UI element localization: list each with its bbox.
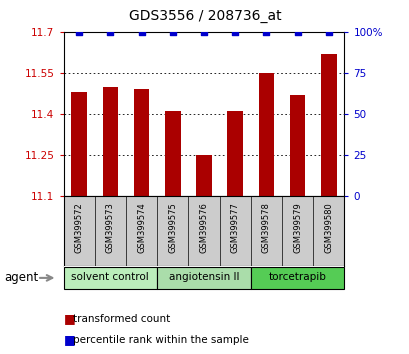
Bar: [258, 73, 274, 196]
Point: [231, 29, 238, 35]
Point: [294, 29, 300, 35]
Text: GSM399580: GSM399580: [324, 202, 333, 253]
Text: transformed count: transformed count: [73, 314, 170, 324]
Bar: [164, 112, 180, 196]
Bar: [227, 112, 243, 196]
FancyBboxPatch shape: [63, 267, 157, 289]
Point: [263, 29, 269, 35]
Text: agent: agent: [4, 272, 38, 284]
Point: [138, 29, 144, 35]
Text: GSM399579: GSM399579: [292, 202, 301, 253]
Point: [169, 29, 175, 35]
Bar: [71, 92, 87, 196]
Text: GDS3556 / 208736_at: GDS3556 / 208736_at: [128, 9, 281, 23]
Bar: [289, 95, 305, 196]
Text: percentile rank within the sample: percentile rank within the sample: [73, 335, 248, 345]
Text: GSM399575: GSM399575: [168, 202, 177, 253]
Text: GSM399572: GSM399572: [74, 202, 83, 253]
Bar: [196, 155, 211, 196]
FancyBboxPatch shape: [250, 267, 344, 289]
Point: [76, 29, 82, 35]
Text: GSM399576: GSM399576: [199, 202, 208, 253]
Point: [325, 29, 331, 35]
Text: torcetrapib: torcetrapib: [268, 272, 326, 282]
Text: GSM399574: GSM399574: [137, 202, 146, 253]
Text: solvent control: solvent control: [71, 272, 149, 282]
Point: [107, 29, 113, 35]
Text: GSM399577: GSM399577: [230, 202, 239, 253]
Text: GSM399573: GSM399573: [106, 202, 115, 253]
FancyBboxPatch shape: [157, 267, 250, 289]
Text: ■: ■: [63, 312, 75, 325]
Text: GSM399578: GSM399578: [261, 202, 270, 253]
Bar: [320, 54, 336, 196]
Bar: [102, 87, 118, 196]
Point: [200, 29, 207, 35]
Bar: [133, 90, 149, 196]
Text: angiotensin II: angiotensin II: [169, 272, 238, 282]
Text: ■: ■: [63, 333, 75, 346]
